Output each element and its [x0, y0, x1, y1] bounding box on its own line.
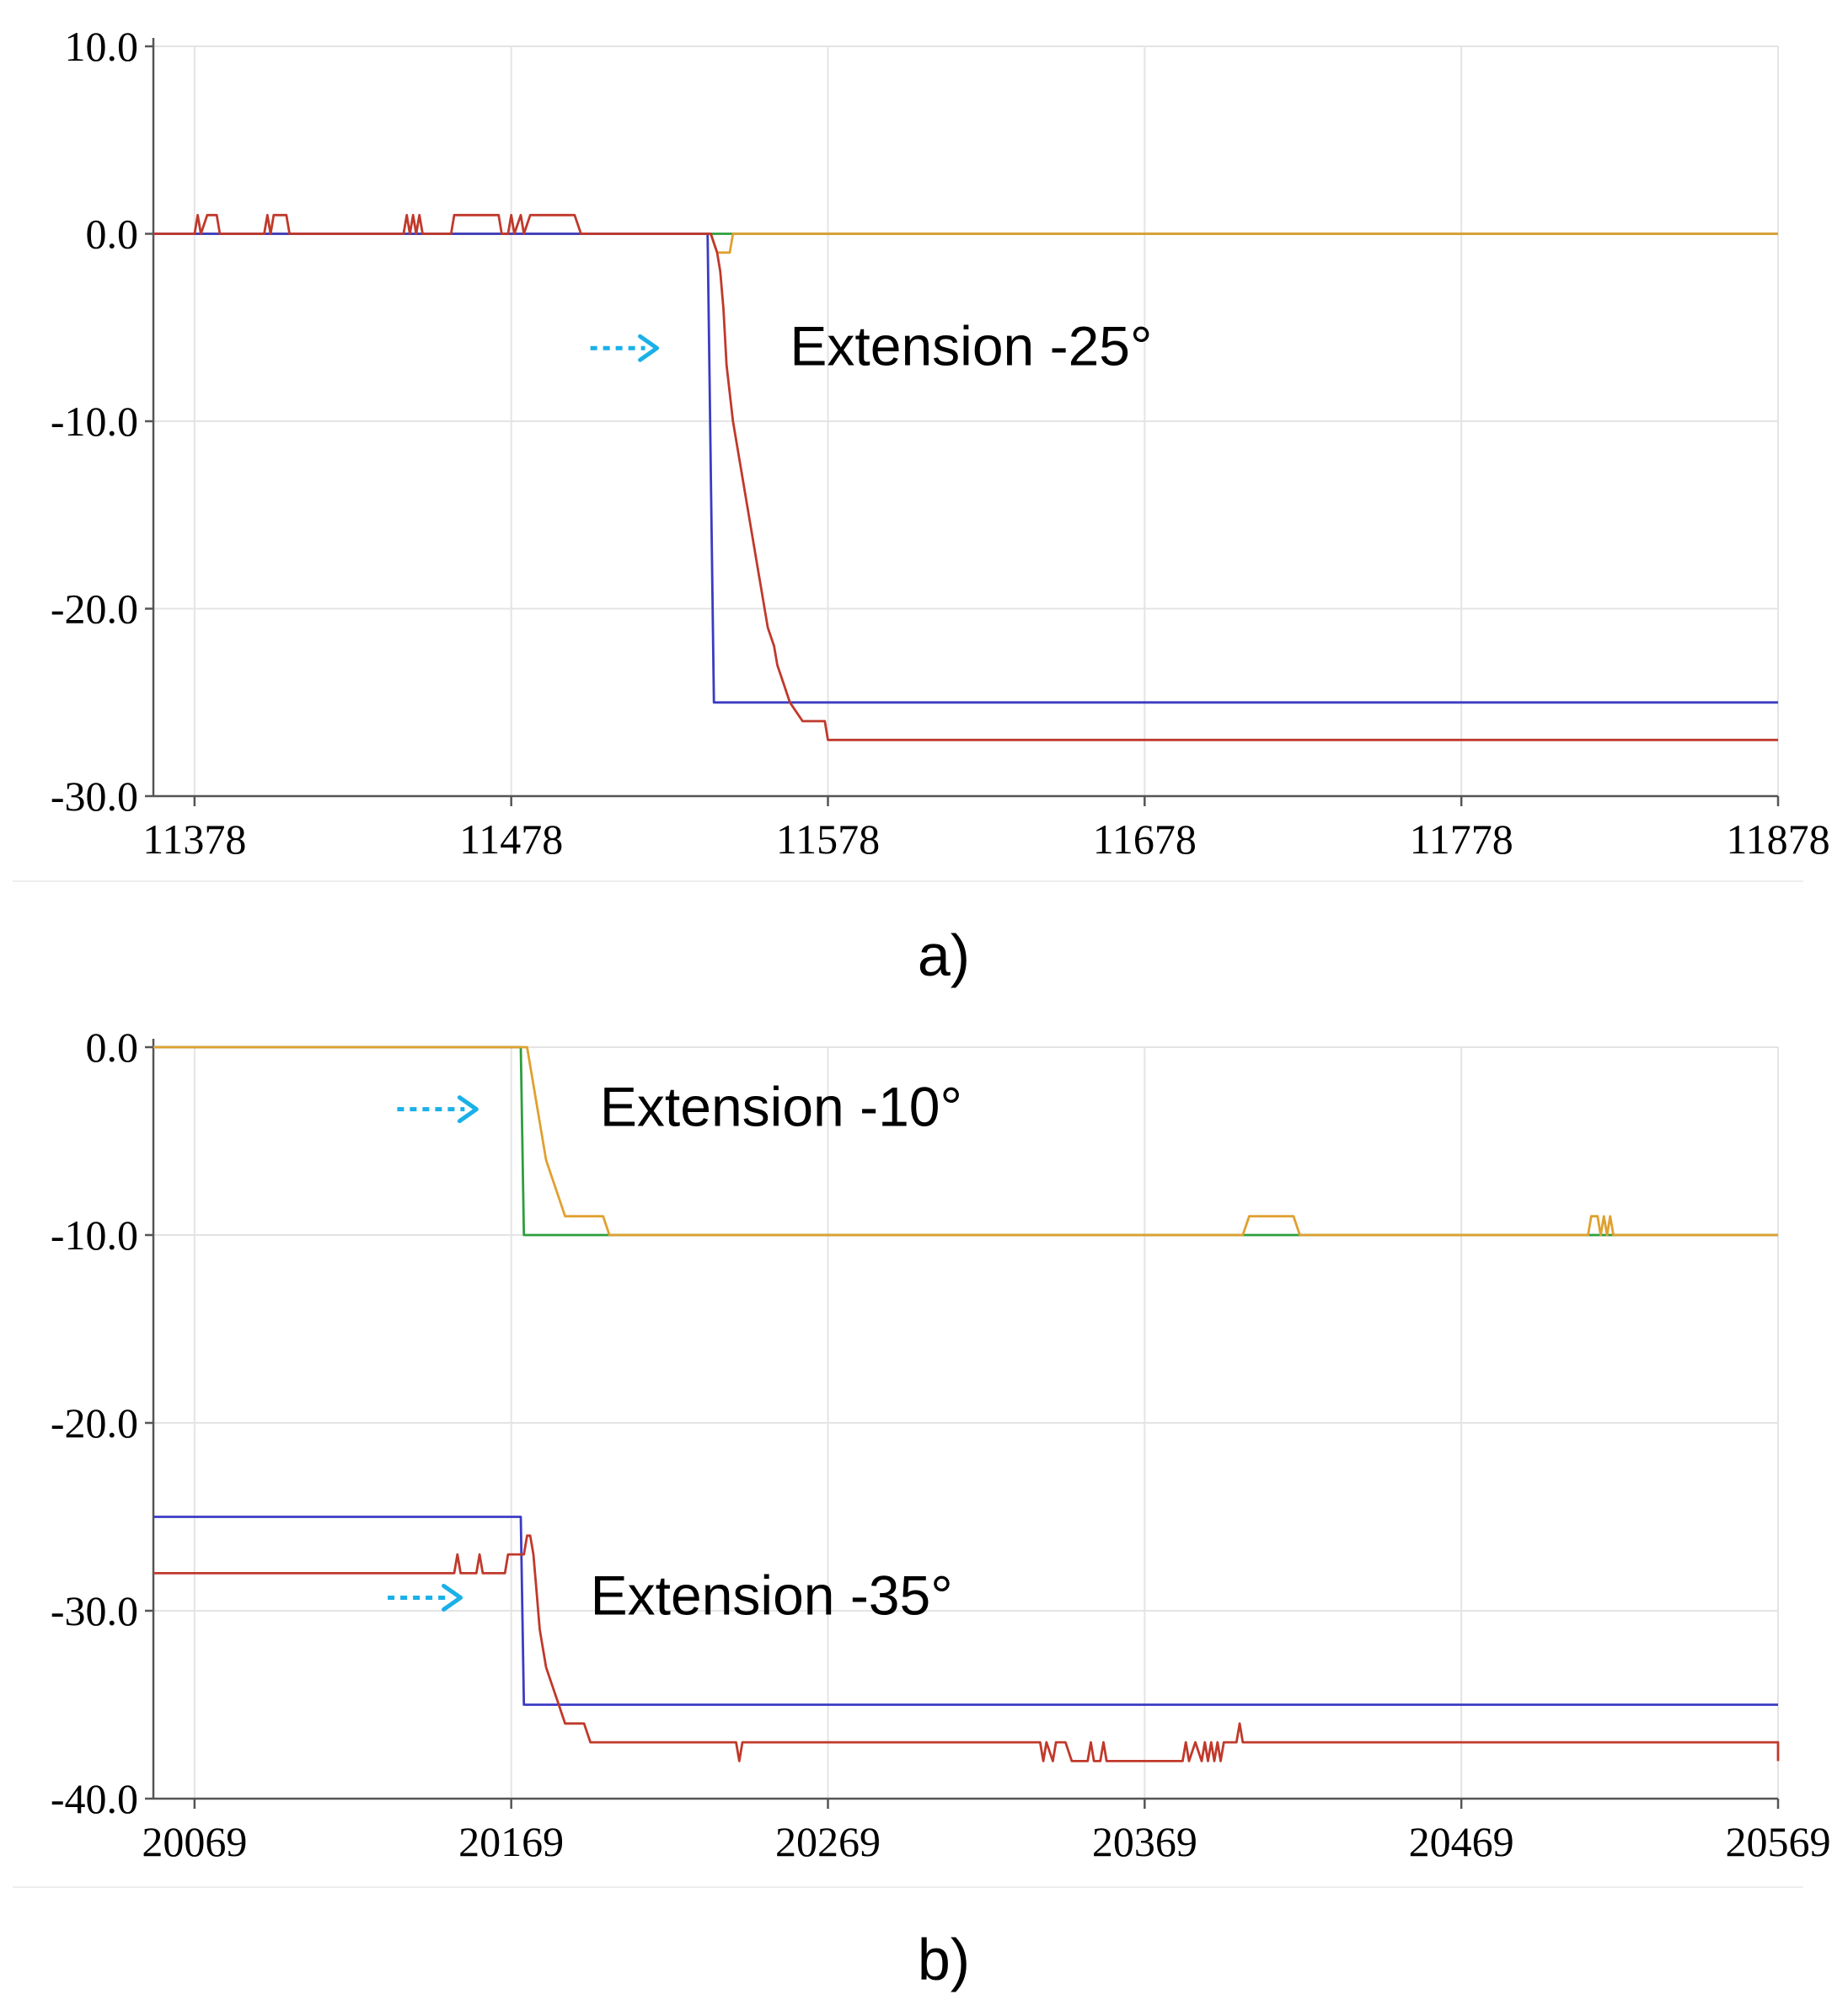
panel-b-y-tick-label: -20.0 [51, 1399, 138, 1446]
panel-a-x-tick-label: 11678 [1093, 815, 1197, 863]
panel-b-y-tick-label: -30.0 [51, 1587, 138, 1634]
panel-b-annotation-label: Extension -35° [591, 1564, 953, 1626]
panel-b-annotation-arrowhead [457, 1095, 479, 1124]
panel-b-y-tick-label: 0.0 [86, 1024, 139, 1071]
panel-b-y-tick-label: -10.0 [51, 1211, 138, 1259]
panel-a-y-tick-label: 10.0 [65, 23, 139, 70]
panel-a-y-tick-label: -20.0 [51, 586, 138, 633]
panel-b-x-tick-label: 20469 [1409, 1818, 1514, 1865]
panel-b-x-tick-label: 20569 [1726, 1818, 1831, 1865]
panel-b-x-tick-label: 20369 [1092, 1818, 1197, 1865]
panel-b-x-tick-label: 20269 [775, 1818, 881, 1865]
panel-a-annotation-label: Extension -25° [790, 314, 1152, 377]
panel-a-x-tick-label: 11578 [776, 815, 880, 863]
panel-a-x-tick-label: 11378 [142, 815, 246, 863]
panel-a-series-blue-line [153, 233, 1778, 704]
panel-b-series-blue-line [153, 1516, 1778, 1706]
panel-b-annotation-label: Extension -10° [600, 1076, 962, 1138]
panel-a-series-orange-line [153, 233, 1778, 254]
panel-a-x-tick-label: 11778 [1410, 815, 1513, 863]
panel-b-x-tick-label: 20069 [142, 1818, 247, 1865]
panel-a-annotation-arrowhead [638, 334, 660, 362]
panel-a-y-tick-label: -30.0 [51, 773, 138, 820]
panel-a-x-tick-label: 11878 [1726, 815, 1829, 863]
panel-a-x-tick-label: 11478 [459, 815, 563, 863]
panel-b-y-tick-label: -40.0 [51, 1775, 138, 1822]
panel-b-series-green-line [153, 1045, 1778, 1237]
panel-b-annotation-arrowhead [442, 1583, 463, 1612]
panel-b-series-red-line [153, 1534, 1780, 1762]
panel-a-y-tick-label: -10.0 [51, 398, 138, 445]
panel-b-x-tick-label: 20169 [458, 1818, 564, 1865]
panel-a-series-red-line [153, 213, 1778, 741]
panel-a-y-tick-label: 0.0 [86, 211, 139, 258]
panel-b-label: b) [918, 1927, 970, 1992]
panel-b-series-orange-line [153, 1045, 1778, 1237]
panel-a-label: a) [918, 922, 970, 988]
